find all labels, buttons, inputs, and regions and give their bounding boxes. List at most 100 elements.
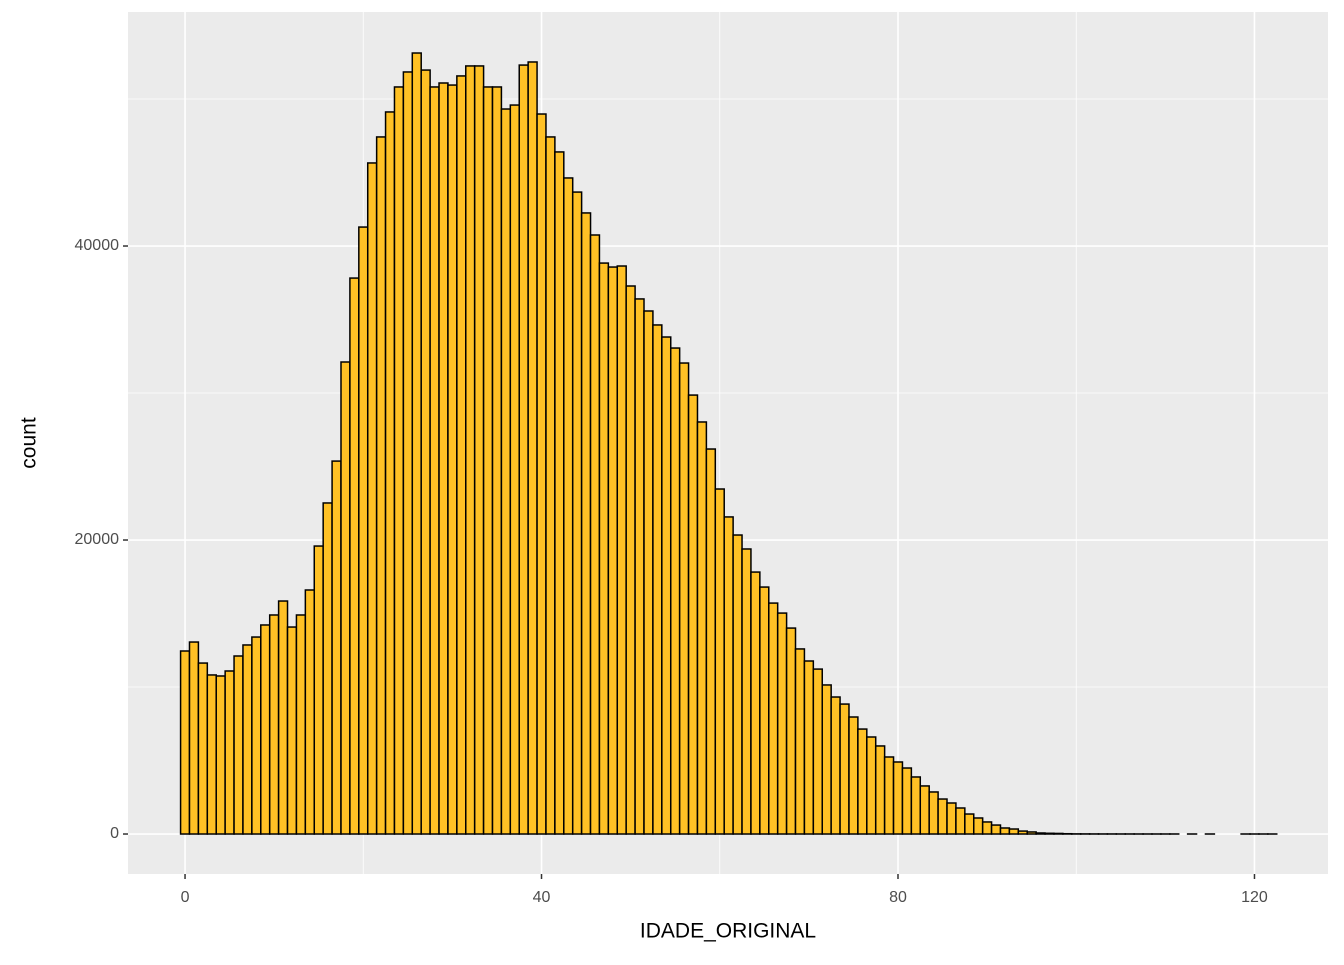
bar [546, 137, 555, 834]
bar [270, 615, 279, 834]
bar [894, 762, 903, 834]
bar [564, 178, 573, 834]
bar [1054, 833, 1063, 834]
bar [305, 590, 314, 834]
bar [796, 649, 805, 834]
bar [448, 85, 457, 834]
bar [715, 489, 724, 834]
bar [279, 601, 288, 834]
bar [662, 337, 671, 834]
bar [938, 799, 947, 834]
bar [992, 825, 1001, 834]
bar [983, 822, 992, 834]
bar [1036, 833, 1045, 834]
y-tick-label: 0 [110, 825, 119, 842]
bar [261, 625, 270, 834]
bar [626, 286, 635, 834]
bar [296, 615, 305, 834]
bar [207, 675, 216, 834]
bar [911, 777, 920, 834]
bar [813, 669, 822, 834]
bar [635, 299, 644, 834]
bar [1045, 833, 1054, 834]
y-tick-label: 40000 [75, 237, 120, 254]
bar [510, 105, 519, 834]
bar [457, 76, 466, 834]
bar [920, 786, 929, 834]
bar [412, 53, 421, 834]
bar [769, 603, 778, 834]
bar [421, 70, 430, 834]
bar [314, 546, 323, 834]
bar [956, 808, 965, 834]
bar [1000, 828, 1009, 834]
y-axis-title: count [18, 417, 41, 469]
bar [751, 572, 760, 834]
bar [484, 87, 493, 834]
bar [760, 587, 769, 834]
bar [733, 535, 742, 834]
bar [697, 422, 706, 834]
bar [724, 517, 733, 834]
bar [617, 266, 626, 834]
bar [501, 109, 510, 834]
bar [466, 66, 475, 834]
bar [706, 449, 715, 834]
bar [225, 671, 234, 834]
bar [849, 717, 858, 834]
x-tick-label: 40 [533, 889, 551, 906]
bar [929, 792, 938, 834]
bar [493, 87, 502, 834]
bar [876, 746, 885, 834]
bar [858, 729, 867, 834]
bar [599, 263, 608, 834]
bar [198, 663, 207, 834]
bar [243, 645, 252, 834]
bar [671, 348, 680, 834]
bar [804, 661, 813, 834]
x-tick-label: 120 [1241, 889, 1268, 906]
bar [252, 637, 261, 834]
bar [680, 363, 689, 834]
y-tick-label: 20000 [75, 531, 120, 548]
bar [787, 628, 796, 834]
bar [974, 818, 983, 834]
bar [386, 112, 395, 834]
x-axis-title: IDADE_ORIGINAL [640, 920, 816, 943]
bar [475, 66, 484, 834]
bar [528, 62, 537, 834]
bar [350, 278, 359, 834]
bar [822, 685, 831, 834]
bar [1018, 831, 1027, 834]
bar [377, 137, 386, 834]
bar [368, 163, 377, 834]
bar [573, 192, 582, 834]
bar [332, 461, 341, 834]
bar [867, 737, 876, 834]
bar [439, 83, 448, 834]
bar [403, 72, 412, 834]
bar [519, 65, 528, 834]
bar [189, 642, 198, 834]
bar [430, 87, 439, 834]
bar [965, 814, 974, 834]
bar [840, 704, 849, 834]
bar [359, 227, 368, 834]
bar [591, 235, 600, 834]
x-tick-label: 0 [181, 889, 190, 906]
bar [288, 627, 297, 834]
bar [608, 267, 617, 834]
bar [1027, 832, 1036, 834]
bar [181, 651, 190, 834]
bar [537, 114, 546, 834]
bar [555, 152, 564, 834]
bar [644, 311, 653, 834]
bar [582, 213, 591, 834]
bar [902, 768, 911, 834]
bar [885, 757, 894, 834]
bar [831, 697, 840, 834]
bar [234, 656, 243, 834]
bar [742, 549, 751, 834]
bar [216, 676, 225, 834]
